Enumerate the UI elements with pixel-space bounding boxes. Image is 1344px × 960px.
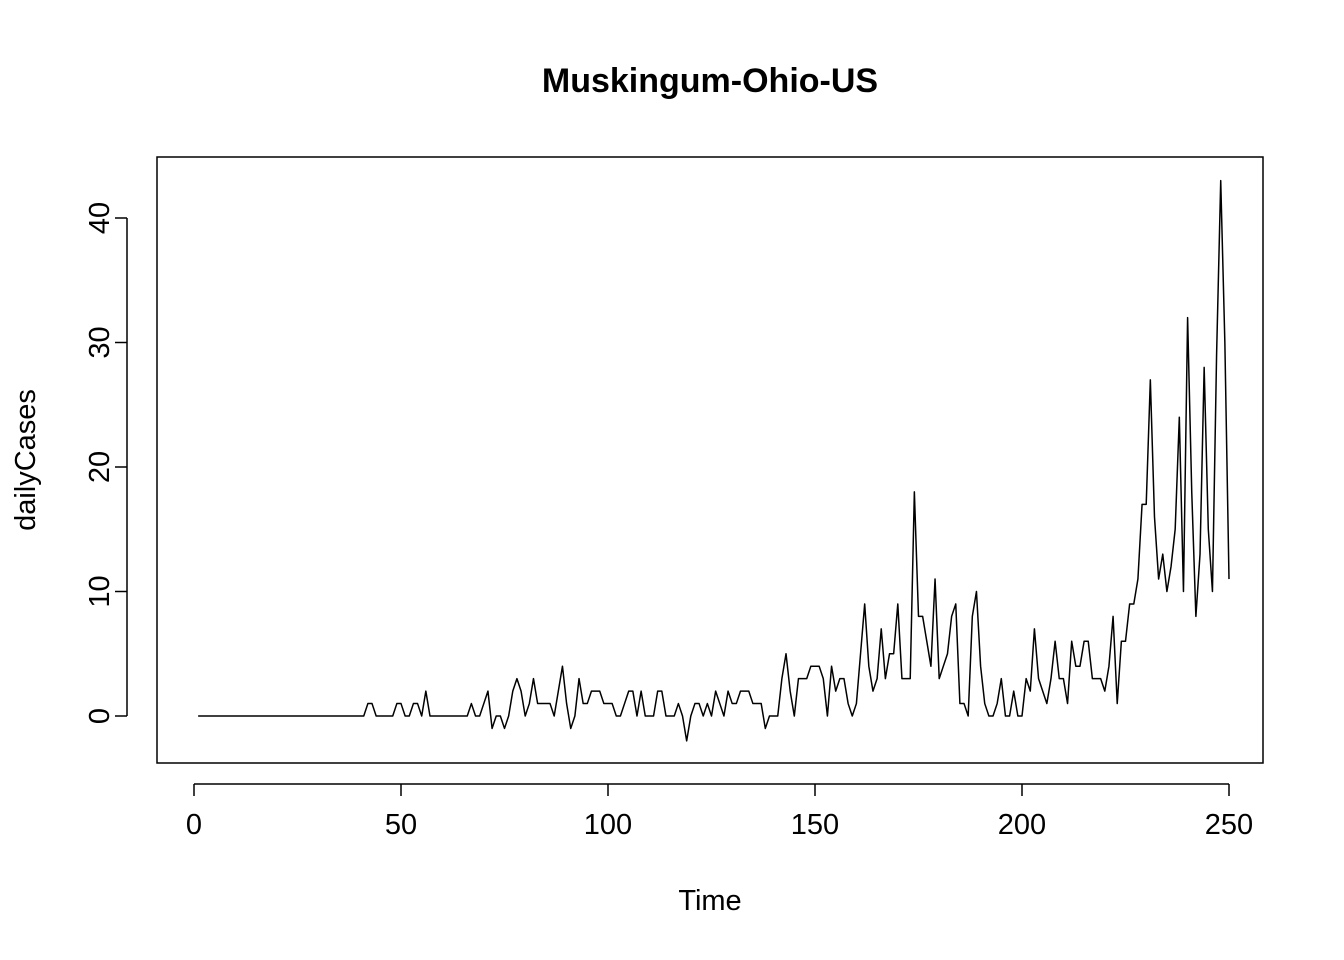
x-axis-title: Time bbox=[678, 885, 741, 917]
y-tick-label: 10 bbox=[84, 575, 116, 607]
series-line-dailycases bbox=[198, 179, 1230, 742]
x-tick-label: 150 bbox=[791, 809, 839, 841]
x-tick-label: 50 bbox=[385, 809, 417, 841]
y-tick-label: 20 bbox=[84, 451, 116, 483]
y-axis: 0 10 20 30 40 bbox=[84, 202, 128, 724]
chart-title: Muskingum-Ohio-US bbox=[542, 62, 878, 100]
x-axis: 0 50 100 150 200 250 bbox=[186, 783, 1253, 841]
y-tick-label: 0 bbox=[84, 708, 116, 724]
x-tick-label: 100 bbox=[584, 809, 632, 841]
y-tick-label: 40 bbox=[84, 202, 116, 234]
y-tick-label: 30 bbox=[84, 326, 116, 358]
x-tick-label: 250 bbox=[1205, 809, 1253, 841]
plot-area-frame bbox=[156, 156, 1264, 764]
y-axis-title: dailyCases bbox=[10, 389, 42, 531]
x-tick-label: 200 bbox=[998, 809, 1046, 841]
x-tick-label: 0 bbox=[186, 809, 202, 841]
